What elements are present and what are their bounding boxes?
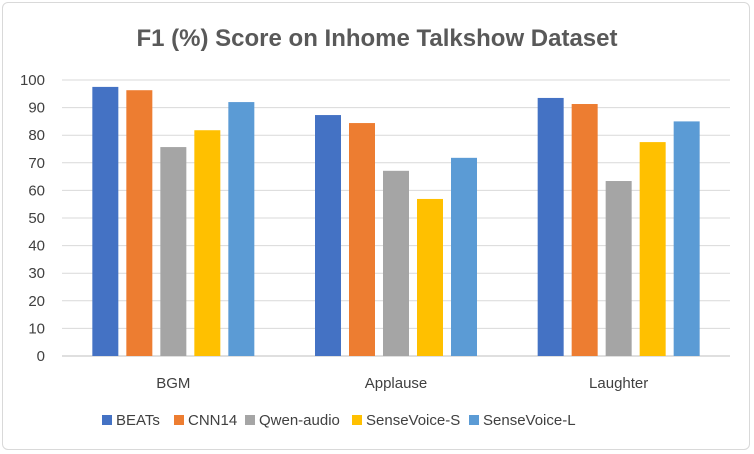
y-tick-label: 30 — [28, 265, 45, 282]
y-tick-label: 80 — [28, 127, 45, 144]
y-tick-label: 20 — [28, 293, 45, 310]
bar — [349, 123, 375, 356]
y-tick-label: 60 — [28, 182, 45, 199]
x-axis-labels: BGM Applause Laughter — [156, 375, 648, 392]
legend-label: CNN14 — [188, 412, 237, 429]
legend-swatch — [469, 415, 479, 425]
bar — [537, 97, 564, 356]
y-axis-ticks: 0 10 20 30 40 50 60 70 80 90 100 — [20, 72, 45, 365]
y-tick-label: 10 — [28, 320, 45, 337]
legend-swatch — [352, 415, 362, 425]
y-tick-label: 50 — [28, 210, 45, 227]
legend-label: SenseVoice-S — [366, 412, 460, 429]
legend-swatch — [174, 415, 184, 425]
bar — [228, 102, 255, 356]
chart-title: F1 (%) Score on Inhome Talkshow Dataset — [137, 25, 618, 52]
bar — [451, 157, 477, 356]
x-tick-label: BGM — [156, 375, 190, 392]
legend-label: BEATs — [116, 412, 160, 429]
legend-label: Qwen-audio — [259, 412, 340, 429]
bar — [605, 181, 632, 356]
y-tick-label: 100 — [20, 72, 45, 89]
bar — [383, 170, 409, 356]
bar — [639, 142, 666, 356]
bar — [126, 90, 153, 356]
legend-swatch — [102, 415, 112, 425]
legend-swatch — [245, 415, 255, 425]
legend-label: SenseVoice-L — [483, 412, 576, 429]
bars — [92, 86, 700, 357]
y-tick-label: 70 — [28, 155, 45, 172]
legend: BEATs CNN14 Qwen-audio SenseVoice-S SenseVoi… — [102, 412, 576, 429]
x-tick-label: Applause — [365, 375, 428, 392]
bar — [194, 130, 221, 356]
y-tick-label: 0 — [37, 348, 45, 365]
bar — [315, 115, 341, 356]
bar — [417, 198, 443, 356]
bar — [92, 86, 119, 357]
x-tick-label: Laughter — [589, 375, 648, 392]
y-tick-label: 40 — [28, 238, 45, 255]
bar — [571, 104, 598, 357]
bar — [160, 147, 187, 356]
y-tick-label: 90 — [28, 100, 45, 117]
bar — [673, 121, 700, 357]
